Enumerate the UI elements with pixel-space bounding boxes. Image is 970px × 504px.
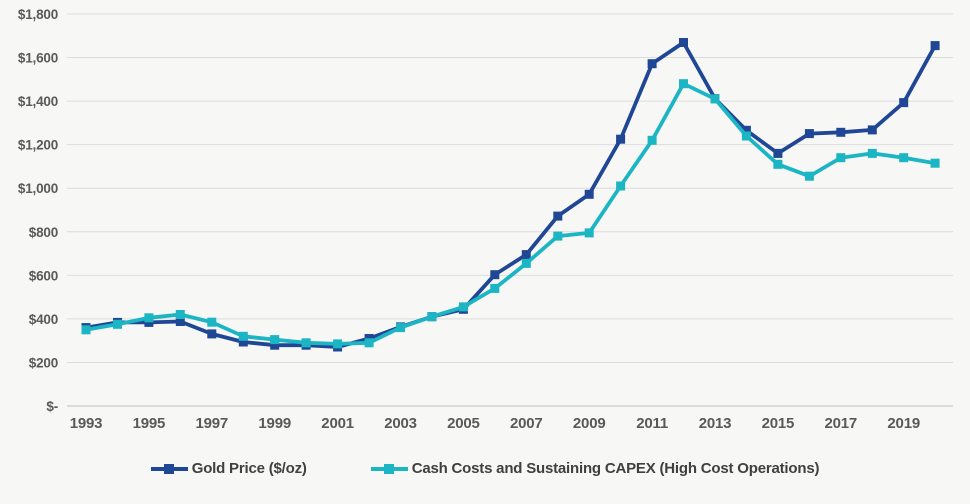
data-point-marker [804, 129, 814, 139]
data-point-marker [238, 337, 248, 347]
data-point-marker [427, 312, 437, 322]
y-tick-label: $1,800 [18, 7, 58, 22]
y-tick-label: $- [46, 399, 58, 414]
y-tick-label: $1,600 [18, 51, 58, 66]
x-tick-label: 1995 [133, 415, 166, 432]
data-point-marker [175, 317, 185, 326]
y-tick-label: $600 [29, 268, 58, 283]
data-point-marker [741, 131, 751, 141]
data-point-marker [270, 335, 280, 345]
data-point-marker [616, 134, 626, 144]
x-tick-label: 2009 [573, 415, 606, 432]
data-point-marker [490, 283, 500, 293]
y-tick-label: $1,200 [18, 138, 58, 153]
data-point-marker [836, 127, 846, 137]
data-point-marker [930, 158, 940, 168]
data-point-marker [207, 317, 217, 327]
data-point-marker [647, 59, 657, 69]
x-tick-label: 2013 [699, 415, 732, 432]
x-tick-label: 2007 [510, 415, 543, 432]
data-point-marker [710, 94, 720, 104]
gold-series-marker-icon [150, 463, 188, 474]
legend-label-cash-costs: Cash Costs and Sustaining CAPEX (High Co… [411, 460, 820, 477]
data-point-marker [270, 340, 280, 350]
y-tick-label: $1,400 [18, 94, 58, 109]
x-tick-label: 2001 [321, 415, 354, 432]
data-point-marker [396, 323, 405, 333]
data-point-marker [773, 148, 783, 158]
data-point-marker [867, 148, 877, 158]
data-point-marker [899, 98, 909, 108]
y-tick-label: $400 [29, 312, 58, 327]
data-point-marker [553, 211, 563, 221]
data-point-marker [333, 339, 343, 349]
data-point-marker [144, 317, 154, 327]
x-tick-label: 2011 [636, 415, 668, 432]
data-point-marker [144, 313, 154, 323]
data-point-marker [521, 250, 531, 260]
x-tick-label: 2019 [887, 415, 920, 432]
series-line-1 [84, 81, 937, 346]
data-point-marker [679, 38, 688, 47]
x-tick-label: 2015 [762, 415, 795, 432]
legend-item-gold-price: Gold Price ($/oz) [150, 460, 307, 477]
y-tick-label: $800 [29, 225, 58, 240]
plot-area: $- $200 $400 $600 $800 $1,000 $1,200 $1,400 $1,6… [18, 7, 953, 432]
legend-label-gold-price: Gold Price ($/oz) [191, 460, 307, 477]
data-point-marker [490, 270, 500, 280]
x-tick-label: 1993 [70, 415, 103, 432]
x-tick-label: 2003 [384, 415, 417, 432]
data-point-marker [364, 338, 374, 348]
data-point-marker [458, 302, 468, 312]
data-point-marker [584, 189, 594, 199]
legend-square-icon [163, 463, 174, 474]
data-point-marker [773, 159, 783, 169]
data-point-marker [899, 153, 909, 163]
legend: Gold Price ($/oz) Cash Costs and Sustain… [0, 460, 970, 477]
data-point-marker [207, 329, 217, 339]
data-point-marker [584, 228, 594, 238]
x-tick-label: 1999 [258, 415, 291, 432]
data-point-marker [836, 153, 846, 163]
data-point-marker [521, 258, 531, 268]
data-point-marker [616, 181, 626, 191]
data-point-marker [741, 125, 751, 135]
x-tick-label: 2017 [825, 415, 858, 432]
data-point-marker [647, 135, 657, 145]
x-tick-label: 1997 [196, 415, 229, 432]
data-point-marker [81, 325, 91, 335]
legend-square-icon [383, 463, 394, 474]
legend-item-cash-costs: Cash Costs and Sustaining CAPEX (High Co… [370, 460, 820, 477]
data-point-marker [238, 331, 248, 341]
cash-series-marker-icon [370, 463, 408, 474]
data-point-marker [804, 171, 814, 181]
data-point-marker [679, 79, 688, 89]
data-point-marker [930, 41, 940, 51]
x-tick-label: 2005 [447, 415, 480, 432]
data-point-marker [113, 319, 122, 329]
data-point-marker [867, 125, 877, 135]
data-point-marker [553, 231, 563, 241]
data-point-marker [175, 310, 185, 319]
y-tick-label: $1,000 [18, 181, 58, 196]
data-point-marker [301, 338, 311, 348]
series-line-0 [84, 40, 937, 349]
y-tick-label: $200 [29, 355, 58, 370]
